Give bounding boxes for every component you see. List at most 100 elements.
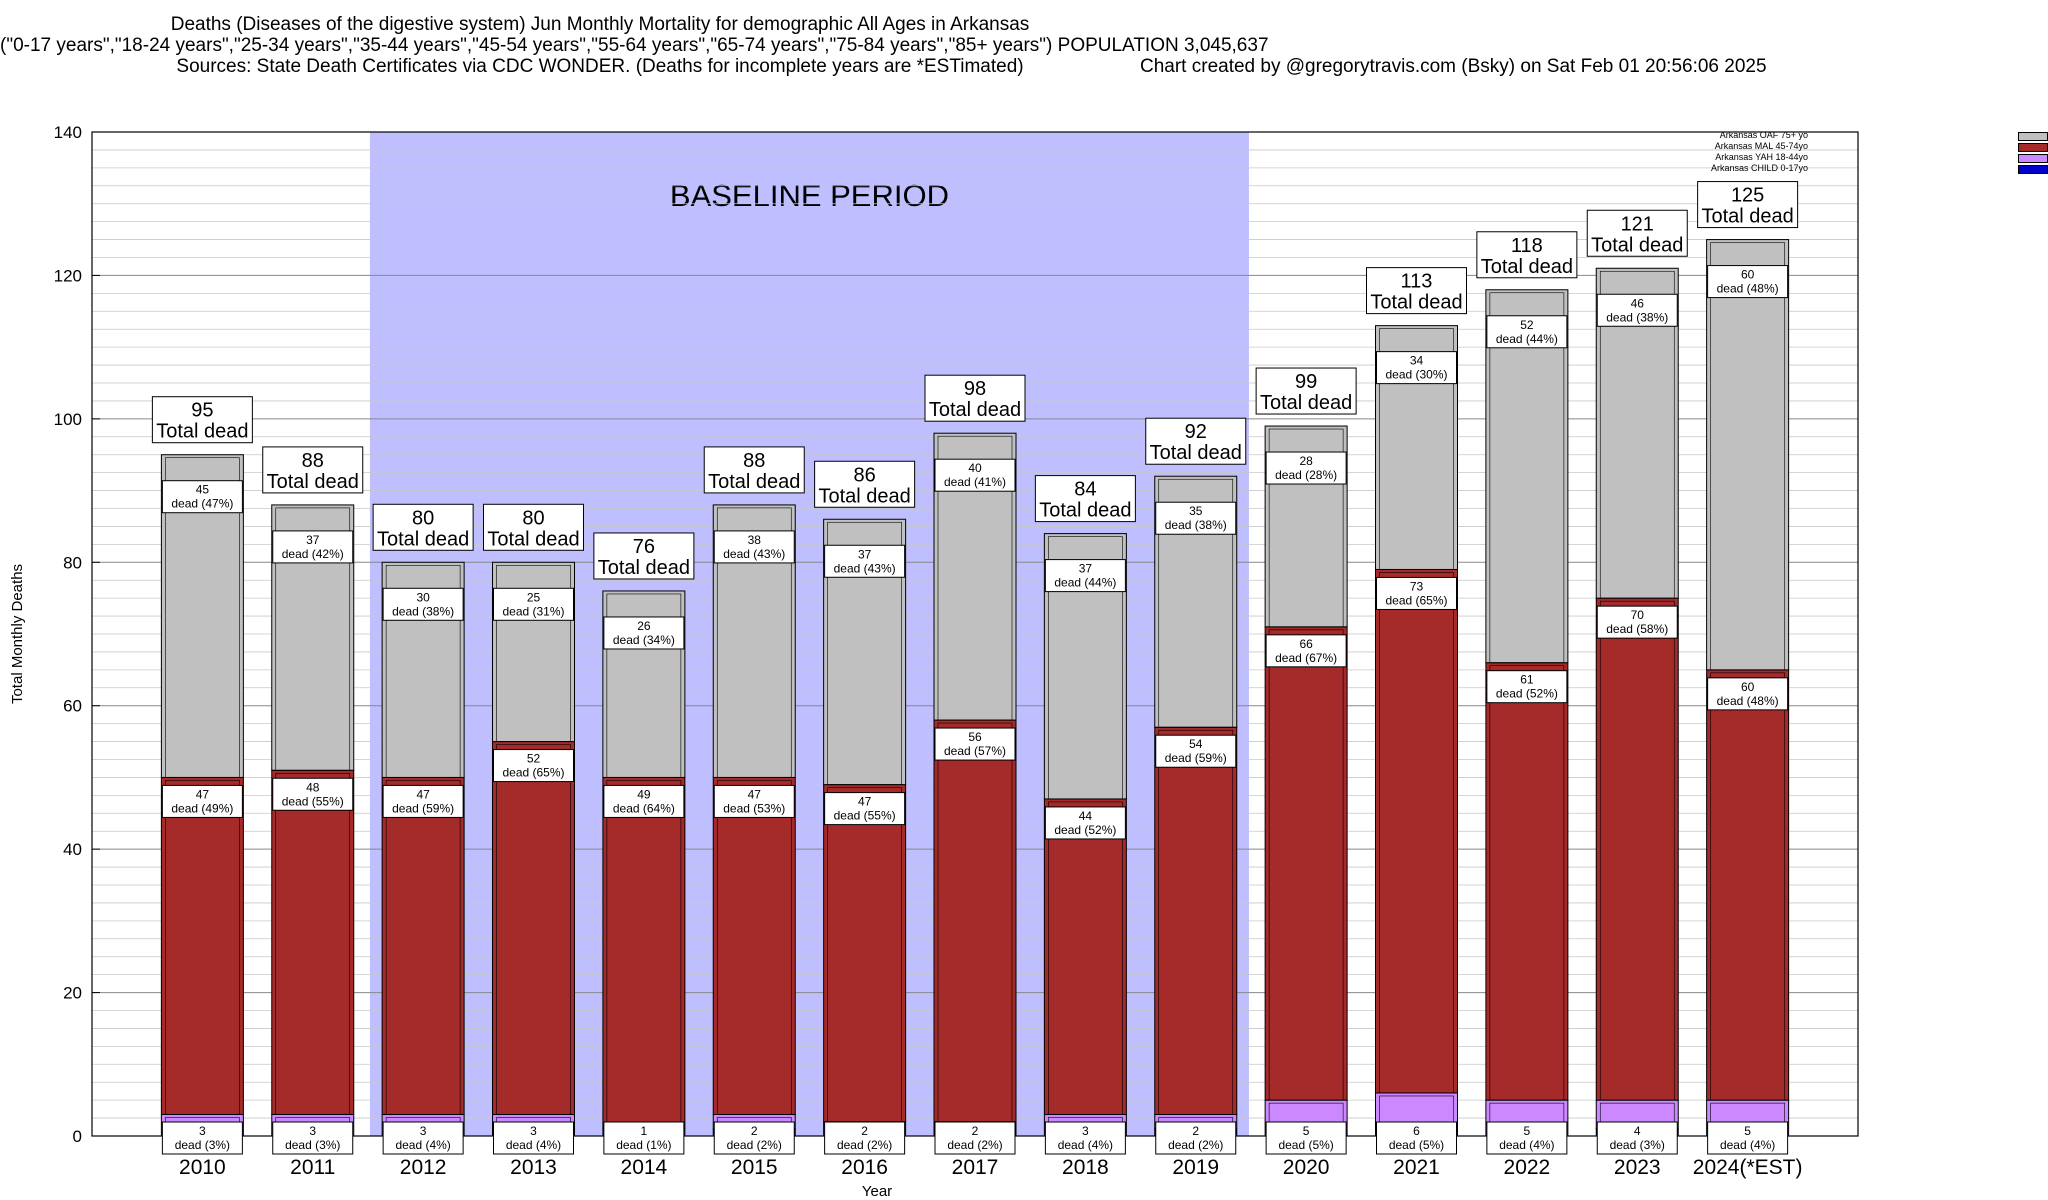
y-tick-label: 80 <box>63 553 82 572</box>
bar-oaf-inner <box>1158 478 1234 728</box>
total-value: 95 <box>191 400 213 422</box>
total-text: Total dead <box>1701 206 1793 228</box>
yah-label-text: dead (2%) <box>837 1138 892 1152</box>
total-value: 80 <box>522 507 544 529</box>
mal-label-box <box>1044 806 1126 840</box>
chart-credit: Chart created by @gregorytravis.com (Bsk… <box>1140 56 1767 77</box>
y-tick-label: 120 <box>54 266 82 285</box>
oaf-label-box <box>1376 351 1457 385</box>
total-value: 80 <box>412 507 434 529</box>
mal-label-value: 66 <box>1299 637 1313 651</box>
x-axis-label: Year <box>862 1183 892 1200</box>
oaf-label-value: 37 <box>858 547 872 561</box>
oaf-label-text: dead (30%) <box>1385 368 1447 382</box>
total-value: 121 <box>1621 213 1654 235</box>
yah-label-box <box>1155 1121 1237 1155</box>
yah-label-value: 3 <box>420 1124 427 1138</box>
mal-label-text: dead (58%) <box>1606 622 1668 636</box>
mal-label-box <box>1596 605 1678 639</box>
bar-mal-inner <box>1379 572 1454 1094</box>
x-tick-label: 2024(*EST) <box>1693 1156 1803 1179</box>
bar-oaf-inner <box>606 593 682 778</box>
oaf-label-value: 46 <box>1631 296 1645 310</box>
bar-mal <box>1375 568 1458 1094</box>
x-tick-label: 2017 <box>952 1156 999 1179</box>
mal-label-text: dead (67%) <box>1275 651 1337 665</box>
total-text: Total dead <box>156 421 248 443</box>
oaf-label-value: 52 <box>1520 318 1534 332</box>
bar-oaf-inner <box>165 457 240 778</box>
mal-label-value: 44 <box>1079 809 1093 823</box>
mal-label-box <box>161 784 243 818</box>
bar-oaf-inner <box>1379 328 1454 570</box>
yah-label-text: dead (2%) <box>727 1138 782 1152</box>
mal-label-text: dead (52%) <box>1054 823 1116 837</box>
total-text: Total dead <box>1039 500 1131 522</box>
bar-oaf-inner <box>1599 270 1675 599</box>
mal-label-box <box>1707 677 1789 711</box>
oaf-label-box <box>1265 451 1347 485</box>
oaf-label-value: 28 <box>1299 454 1313 468</box>
oaf-label-box <box>1044 559 1126 593</box>
bar-mal <box>271 769 355 1115</box>
total-text: Total dead <box>487 528 579 550</box>
yah-label-value: 3 <box>1082 1124 1089 1138</box>
oaf-label-box <box>1596 293 1678 327</box>
mal-label-box <box>1376 576 1457 610</box>
x-tick-label: 2015 <box>731 1156 778 1179</box>
total-value: 113 <box>1401 271 1433 293</box>
legend-swatch <box>2018 132 2048 141</box>
mal-label-text: dead (48%) <box>1717 694 1779 708</box>
bar-mal-inner <box>1710 672 1785 1101</box>
yah-label-box <box>603 1121 685 1155</box>
yah-label-text: dead (2%) <box>947 1138 1002 1152</box>
total-value: 125 <box>1731 185 1764 207</box>
total-text: Total dead <box>818 485 910 507</box>
y-axis-label: Total Monthly Deaths <box>9 564 26 704</box>
bar-oaf <box>1485 289 1569 664</box>
mal-label-value: 56 <box>968 730 982 744</box>
oaf-label-value: 40 <box>968 461 982 475</box>
mal-label-box <box>1486 670 1568 704</box>
total-box <box>1255 367 1357 415</box>
yah-label-box <box>1707 1121 1789 1155</box>
yah-label-box <box>493 1121 574 1155</box>
oaf-label-text: dead (43%) <box>723 547 785 561</box>
bar-oaf-inner <box>937 435 1013 721</box>
yah-label-text: dead (4%) <box>1720 1138 1775 1152</box>
total-box <box>1034 475 1136 523</box>
oaf-label-value: 34 <box>1410 354 1424 368</box>
oaf-label-value: 45 <box>196 483 210 497</box>
y-tick-label: 140 <box>54 123 82 142</box>
mal-label-box <box>382 784 464 818</box>
yah-label-box <box>1486 1121 1568 1155</box>
total-box <box>372 503 474 551</box>
total-text: Total dead <box>708 471 800 493</box>
yah-label-text: dead (3%) <box>285 1138 340 1152</box>
legend-swatch <box>2018 143 2048 152</box>
yah-label-value: 5 <box>1524 1124 1531 1138</box>
mal-label-box <box>824 792 906 826</box>
mal-label-value: 47 <box>748 787 762 801</box>
total-value: 88 <box>743 450 765 472</box>
oaf-label-box <box>824 544 906 578</box>
y-tick-label: 0 <box>73 1127 82 1146</box>
mal-label-box <box>493 749 574 783</box>
yah-label-value: 3 <box>199 1124 206 1138</box>
title-line-3: Sources: State Death Certificates via CD… <box>176 56 1024 77</box>
bar-mal-inner <box>496 744 571 1115</box>
mal-label-value: 48 <box>306 780 320 794</box>
total-box <box>593 532 695 580</box>
yah-label-box <box>1265 1121 1347 1155</box>
mal-label-box <box>934 727 1016 761</box>
yah-label-value: 2 <box>861 1124 868 1138</box>
bar-mal-inner <box>1158 729 1234 1115</box>
yah-label-box <box>1044 1121 1126 1155</box>
total-value: 118 <box>1511 235 1543 257</box>
mal-label-text: dead (55%) <box>834 809 896 823</box>
oaf-label-text: dead (28%) <box>1275 468 1337 482</box>
mal-label-text: dead (49%) <box>171 801 233 815</box>
yah-label-box <box>1376 1121 1457 1155</box>
oaf-label-box <box>493 587 574 621</box>
